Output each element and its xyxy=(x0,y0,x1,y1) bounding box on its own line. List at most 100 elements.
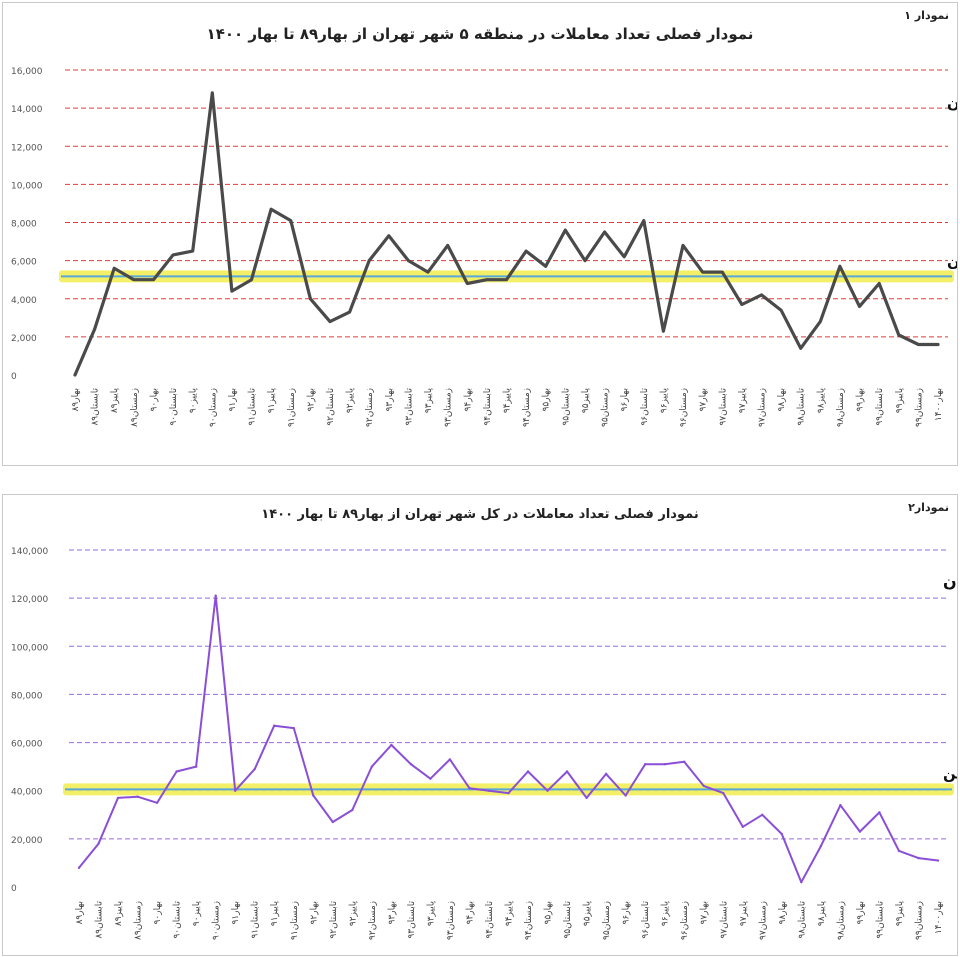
x-tick-label: تابستان۹۴ xyxy=(485,901,495,939)
x-tick-label: پاییز۹۲ xyxy=(346,388,356,414)
data-point xyxy=(233,789,237,792)
data-point xyxy=(683,760,686,764)
chart-1-plot: 0 2,000 4,000 6,000 8,000 10,000 12,000 14,000 1… xyxy=(11,67,957,427)
x-tick-label: تابستان۹۱ xyxy=(251,901,261,939)
x-tick-label: زمستان۹۷ xyxy=(758,901,768,940)
data-point xyxy=(312,794,315,797)
y-tick-label: 80,000 xyxy=(11,691,43,701)
x-tick-label: بهار۸۹ xyxy=(75,901,85,924)
mean-line-label: خط میانگین xyxy=(947,251,957,269)
chart-2-plot: 0 20,000 40,000 60,000 80,000 100,000 120,000 1… xyxy=(11,547,957,940)
x-tick-label: بهار۹۸ xyxy=(778,901,788,924)
x-tick-label: تابستان۹۸ xyxy=(797,901,807,939)
x-tick-label: تابستان۹۹ xyxy=(875,901,885,939)
data-point xyxy=(740,303,744,306)
data-point xyxy=(858,830,862,833)
data-point xyxy=(838,265,842,268)
x-tick-label: پاییز۹۰ xyxy=(189,388,199,414)
x-tick-label: زمستان۸۹ xyxy=(134,901,144,940)
y-tick-label: 2,000 xyxy=(11,334,37,344)
data-point xyxy=(348,310,351,314)
data-point xyxy=(897,333,900,337)
x-tick-label: تابستان۹۷ xyxy=(718,388,728,426)
data-point xyxy=(466,282,469,285)
x-tick-label: پاییز۹۶ xyxy=(661,901,671,927)
x-tick-label: بهار۱۴۰۰ xyxy=(934,388,944,421)
x-tick-label: بهار۹۶ xyxy=(622,901,632,924)
x-tick-label: پاییز۹۱ xyxy=(270,901,280,927)
x-tick-label: زمستان۹۱ xyxy=(290,901,300,940)
data-point xyxy=(409,763,413,766)
data-point xyxy=(917,856,920,860)
mean-line-label: خط میانگین xyxy=(943,764,957,782)
average-annotation: تعداد میانگین فصلی معاملات: ۴۰۵۷۲ در شهر… xyxy=(943,572,957,591)
x-tick-label: زمستان۹۲ xyxy=(365,388,375,427)
x-tick-label: بهار۹۷ xyxy=(699,388,709,411)
y-tick-label: 60,000 xyxy=(11,740,43,750)
data-point xyxy=(194,765,198,768)
chart-2-number-label: نمودار۲ xyxy=(908,501,949,514)
x-tick-label: تابستان۹۵ xyxy=(563,901,573,939)
chart-panel-1: نمودار ۱ نمودار فصلی تعداد معاملات در من… xyxy=(2,2,958,466)
data-point xyxy=(214,594,217,597)
x-tick-label: بهار۹۹ xyxy=(856,901,866,924)
data-point xyxy=(73,373,77,377)
x-tick-label: تابستان۹۸ xyxy=(797,388,807,426)
data-point xyxy=(526,770,530,773)
y-tick-label: 16,000 xyxy=(11,67,43,77)
data-point xyxy=(387,234,391,238)
x-tick-label: بهار۸۹ xyxy=(71,388,81,411)
data-point xyxy=(328,320,332,323)
x-tick-label: زمستان۹۵ xyxy=(602,901,612,940)
x-tick-label: زمستان۹۰ xyxy=(212,901,222,940)
data-point xyxy=(253,767,256,771)
data-point xyxy=(175,770,178,773)
data-point xyxy=(524,249,528,253)
data-point xyxy=(171,253,175,257)
data-point xyxy=(819,844,823,848)
x-tick-label: زمستان۹۲ xyxy=(368,901,378,940)
average-annotation: میانگین تعداد فصلی معاملات: ۵۱۷۳ در منطق… xyxy=(947,94,957,113)
x-tick-label: بهار۹۰ xyxy=(153,901,163,924)
data-point xyxy=(448,758,452,761)
x-tick-label: پاییز۹۹ xyxy=(895,901,905,927)
x-tick-label: بهار۹۴ xyxy=(463,388,473,411)
data-point xyxy=(564,228,567,232)
x-tick-label: تابستان۹۵ xyxy=(561,388,571,426)
x-tick-label: پاییز۹۷ xyxy=(739,901,749,927)
data-point xyxy=(800,880,803,884)
data-point xyxy=(877,282,881,285)
data-point xyxy=(643,763,647,766)
data-point xyxy=(583,259,587,262)
x-tick-label: تابستان۹۰ xyxy=(173,901,183,939)
y-tick-label: 4,000 xyxy=(11,296,37,306)
data-point xyxy=(250,278,253,281)
x-tick-label: تابستان۹۹ xyxy=(875,388,885,426)
y-tick-label: 0 xyxy=(11,372,17,382)
y-tick-label: 12,000 xyxy=(11,143,43,153)
x-tick-label: زمستان۹۳ xyxy=(446,901,456,940)
x-tick-label: پاییز۹۸ xyxy=(817,901,827,927)
data-point xyxy=(351,808,354,812)
data-point xyxy=(446,244,449,247)
data-point xyxy=(505,278,508,281)
x-tick-label: تابستان۹۷ xyxy=(719,901,729,939)
data-point xyxy=(113,267,116,270)
data-point xyxy=(721,270,724,274)
x-tick-label: تابستان۸۹ xyxy=(95,901,105,939)
x-tick-label: بهار۹۵ xyxy=(544,901,554,924)
x-tick-label: پاییز۹۳ xyxy=(424,388,434,414)
x-tick-label: بهار۹۵ xyxy=(542,388,552,411)
data-point xyxy=(624,794,627,797)
x-tick-label: بهار۱۴۰۰ xyxy=(934,901,944,934)
data-point xyxy=(858,305,861,308)
x-tick-label: بهار۹۲ xyxy=(309,901,319,924)
data-point xyxy=(585,796,588,800)
data-point xyxy=(93,328,96,331)
data-point xyxy=(565,770,569,773)
data-point xyxy=(779,308,783,312)
x-tick-label: بهار۹۲ xyxy=(306,388,316,411)
x-tick-label: زمستان۹۴ xyxy=(524,901,534,940)
x-tick-label: تابستان۹۳ xyxy=(407,901,417,939)
chart-2-title: نمودار فصلی تعداد معاملات در کل شهر تهرا… xyxy=(261,507,699,522)
